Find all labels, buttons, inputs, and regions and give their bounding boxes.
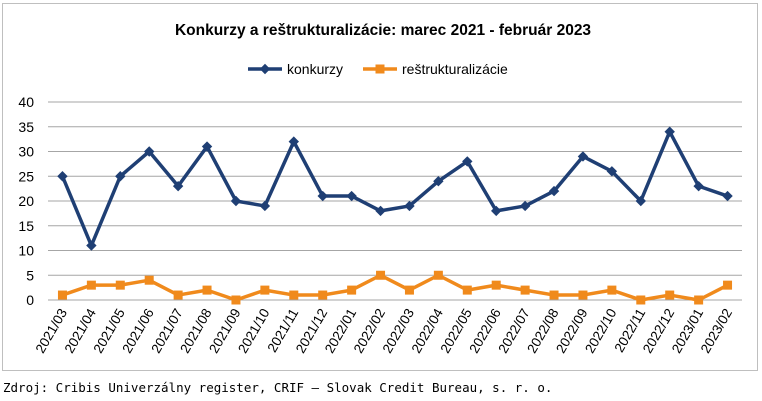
data-point [115,171,126,182]
data-point [317,190,328,202]
data-point [201,141,213,152]
data-point [347,285,357,295]
data-point [172,180,184,192]
data-point [86,280,96,290]
data-point [144,275,154,285]
data-point [520,285,530,295]
data-point [491,205,502,217]
line-chart: Konkurzy a reštrukturalizácie: marec 202… [18,22,742,356]
data-point [57,290,67,300]
data-point [723,280,733,290]
data-point [260,285,270,295]
y-tick-label: 30 [18,144,34,160]
data-point [693,180,704,192]
data-point [462,285,472,295]
data-point [230,195,242,207]
data-point [173,290,183,300]
data-point [375,205,386,217]
y-axis: 0 5 10 15 20 25 30 35 40 [18,94,34,308]
y-tick-label: 0 [26,292,34,308]
y-tick-label: 35 [18,119,34,135]
data-point [202,285,212,295]
chart-title: Konkurzy a reštrukturalizácie: marec 202… [175,22,591,39]
data-point [606,166,618,177]
data-point [636,295,646,305]
data-point [548,185,560,197]
y-tick-label: 5 [26,267,34,283]
data-point [491,280,501,290]
data-point [288,136,299,147]
data-point [404,200,415,212]
data-point [635,195,646,207]
data-point [86,240,97,251]
data-point [462,156,473,167]
legend-marker [375,64,385,74]
series-line [60,129,729,248]
data-point [664,126,675,137]
data-point [519,200,531,212]
y-tick-label: 25 [18,168,34,184]
data-point [231,295,241,305]
data-point [144,146,155,157]
data-point [289,290,299,300]
data-point [433,176,444,187]
data-point [259,200,271,212]
source-note: Zdroj: Cribis Univerzálny register, CRIF… [3,380,553,395]
data-point [607,285,617,295]
legend-item: konkurzy [248,61,343,77]
data-point [578,290,588,300]
data-point [404,285,414,295]
chart-frame [2,3,758,371]
data-point [665,290,675,300]
legend-label: konkurzy [287,61,343,77]
y-tick-label: 20 [18,193,34,209]
y-tick-label: 40 [18,94,34,110]
data-point [577,151,589,162]
data-point [376,270,386,280]
data-point [433,270,443,280]
y-tick-label: 15 [18,218,34,234]
data-point [115,280,125,290]
y-tick-label: 10 [18,243,34,259]
data-point [57,171,68,182]
legend-item: reštrukturalizácie [363,61,508,77]
data-point [722,190,733,202]
series-line [61,273,729,302]
data-point [346,190,357,202]
series-layer [57,126,733,305]
data-point [694,295,704,305]
series-konkurzy [57,126,733,251]
series-restrukturalizacie [57,270,733,305]
legend: konkurzy reštrukturalizácie [248,61,508,77]
x-axis: 2021/032021/042021/052021/062021/072021/… [33,306,735,356]
gridlines [48,101,742,301]
data-point [318,290,328,300]
legend-label: reštrukturalizácie [402,61,508,77]
data-point [549,290,559,300]
legend-marker [259,63,271,75]
